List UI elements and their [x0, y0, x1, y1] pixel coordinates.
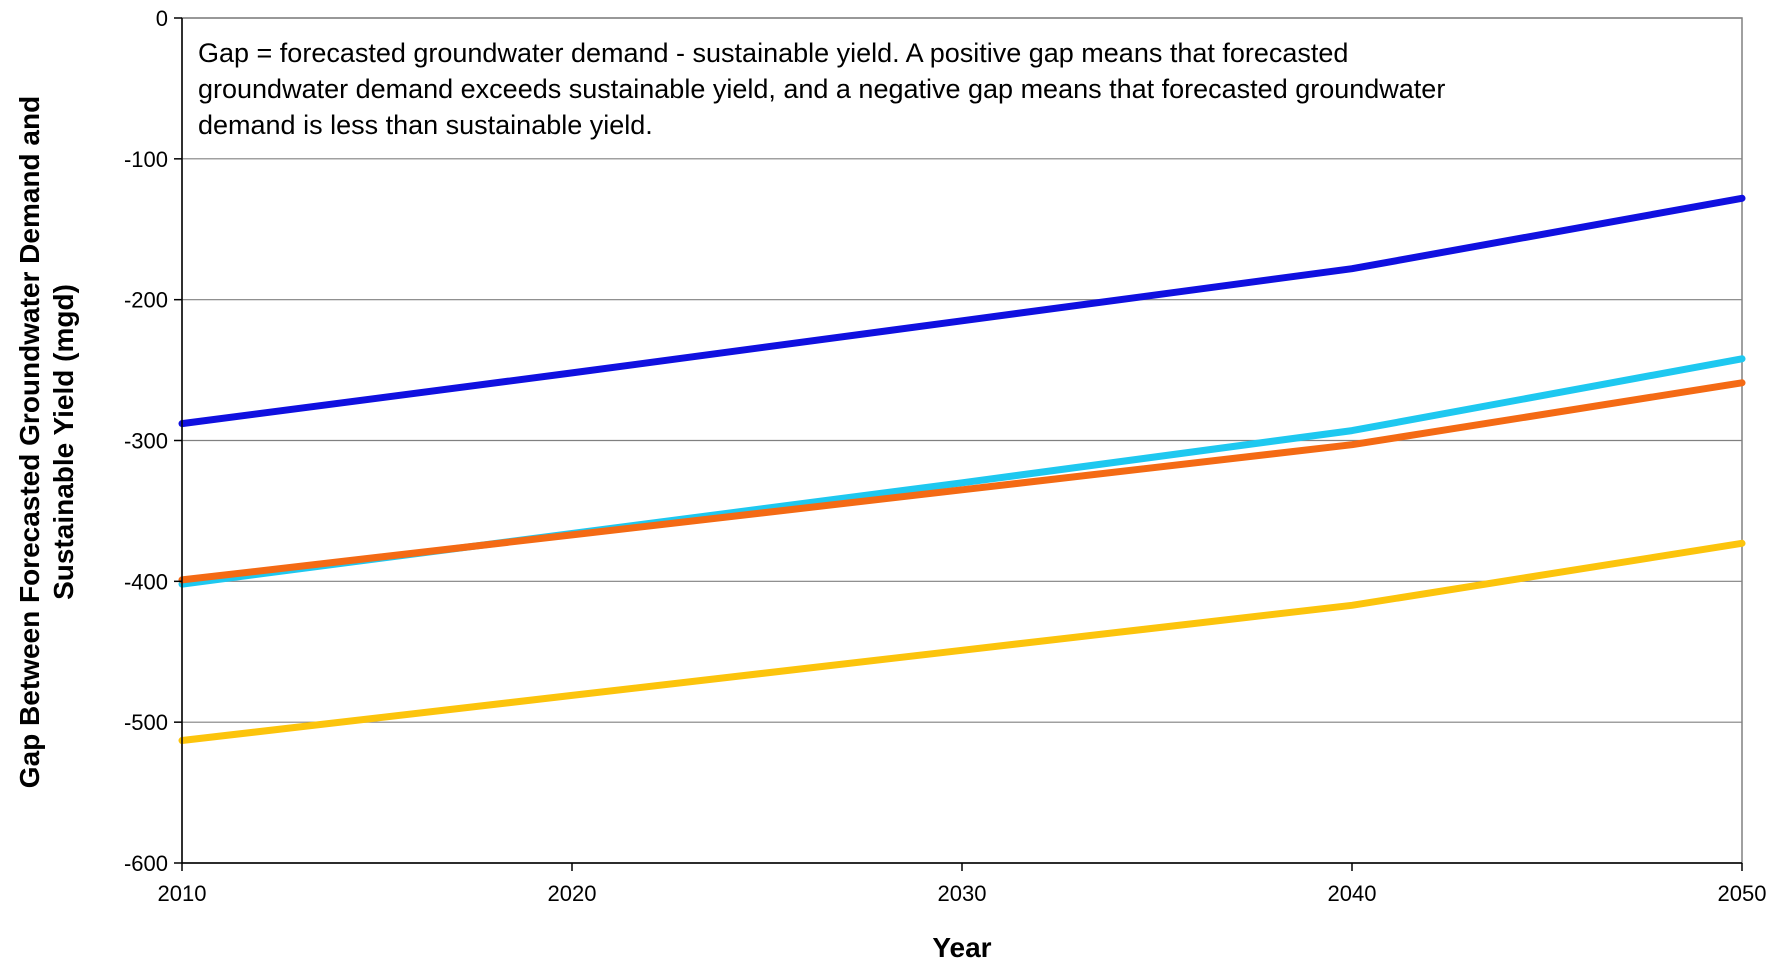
y-tick-label: -600: [124, 851, 168, 876]
series-line-1: [178, 194, 1746, 428]
annotation-text: Gap = forecasted groundwater demand - su…: [198, 38, 1445, 140]
x-tick-label: 2030: [938, 881, 987, 906]
x-tick-label: 2010: [158, 881, 207, 906]
series-lines: [178, 194, 1746, 744]
annotation-line-3: demand is less than sustainable yield.: [198, 110, 653, 140]
series-line-3: [178, 379, 1746, 584]
y-tick-label: -300: [124, 429, 168, 454]
y-tick-label: -200: [124, 288, 168, 313]
y-tick-label: -400: [124, 569, 168, 594]
y-tick-label: 0: [156, 6, 168, 31]
x-tick-label: 2020: [548, 881, 597, 906]
gridlines: [182, 17, 1742, 864]
y-tick-label: -500: [124, 710, 168, 735]
x-tick-label: 2050: [1718, 881, 1767, 906]
y-axis-title-line-1: Gap Between Forecasted Groundwater Deman…: [14, 96, 45, 788]
y-tick-label: -100: [124, 147, 168, 172]
y-axis-title-line-2: Sustainable Yield (mgd): [48, 284, 79, 600]
axes: 0 -100 -200 -300 -400 -500 -600 2010 2020 2030 204…: [124, 6, 1767, 906]
annotation-line-2: groundwater demand exceeds sustainable y…: [198, 74, 1445, 104]
x-axis-title: Year: [932, 932, 991, 963]
x-tick-label: 2040: [1328, 881, 1377, 906]
annotation-line-1: Gap = forecasted groundwater demand - su…: [198, 38, 1348, 68]
series-line-4: [178, 539, 1746, 744]
y-axis-title: Gap Between Forecasted Groundwater Deman…: [14, 96, 79, 788]
